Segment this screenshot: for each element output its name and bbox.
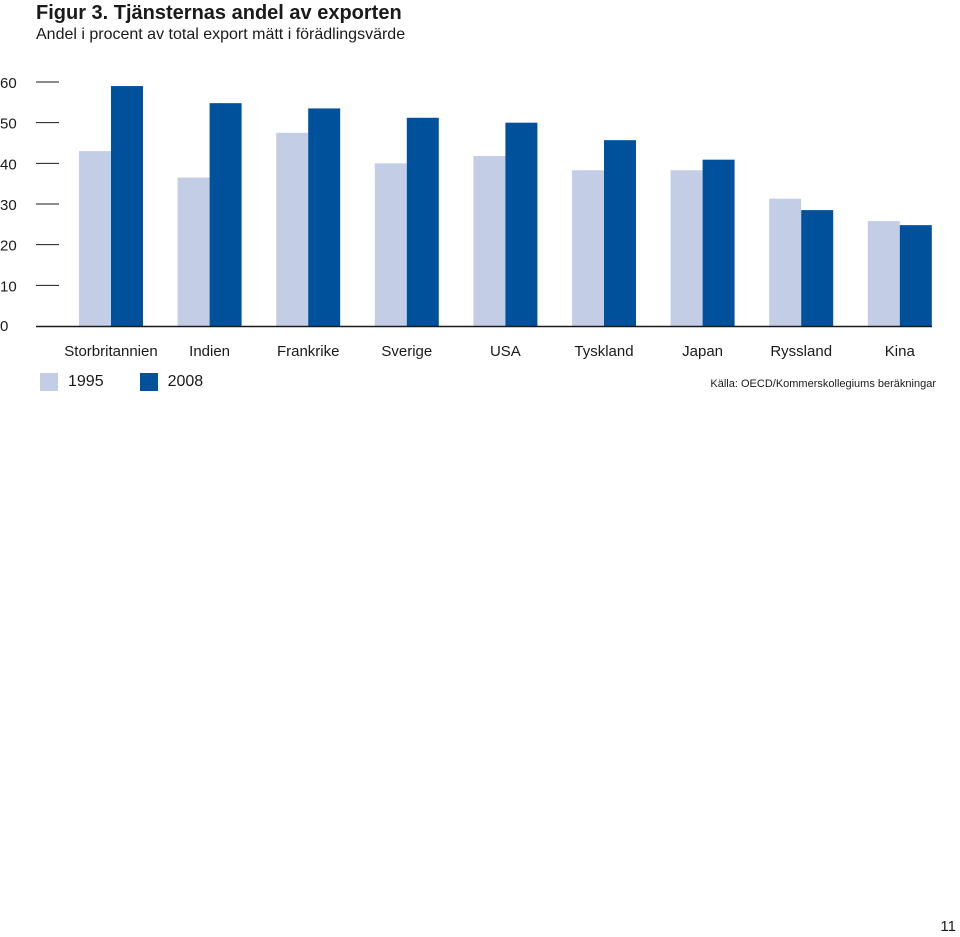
legend-item-1995: 1995: [40, 373, 104, 391]
y-tick-label-60: 60: [0, 75, 17, 92]
y-tick-label-10: 10: [0, 278, 17, 295]
bar-frankrike-2008: [308, 108, 341, 326]
bar-usa-2008: [505, 122, 538, 327]
bar-storbritannien-1995: [79, 151, 111, 326]
bar-tyskland-1995: [572, 170, 604, 326]
x-label-storbritannien: Storbritannien: [64, 343, 157, 360]
x-axis-labels: Storbritannien Indien Frankrike Sverige USA T…: [64, 343, 915, 360]
x-label-usa: USA: [490, 343, 521, 360]
bar-ryssland-2008: [801, 210, 834, 326]
y-tick-label-0: 0: [0, 318, 8, 335]
legend-label-2008: 2008: [167, 373, 204, 390]
x-label-sverige: Sverige: [381, 343, 432, 360]
y-tick-label-30: 30: [0, 197, 17, 214]
bar-japan-1995: [670, 170, 703, 326]
bar-ryssland-1995: [769, 198, 802, 326]
legend-swatch-1995: [40, 373, 58, 391]
bar-indien-1995: [177, 177, 210, 326]
source-note: Källa: OECD/Kommerskollegiums beräkninga…: [710, 378, 936, 390]
bar-kina-1995: [867, 221, 900, 326]
bar-usa-1995: [473, 156, 506, 326]
x-label-frankrike: Frankrike: [277, 343, 340, 360]
legend-label-1995: 1995: [68, 373, 104, 390]
bar-sverige-2008: [406, 117, 439, 326]
bar-sverige-1995: [374, 163, 407, 326]
x-label-indien: Indien: [189, 343, 230, 360]
page-number: 11: [940, 918, 956, 935]
bar-chart: 0 10 20 30 40 50 60 Storbritannien Indien Frankr…: [0, 75, 932, 360]
chart-subtitle: Andel i procent av total export mätt i f…: [36, 26, 406, 43]
bar-group: [79, 86, 932, 327]
legend-swatch-2008: [139, 373, 158, 391]
y-tick-label-40: 40: [0, 156, 17, 173]
bar-japan-2008: [702, 159, 735, 326]
x-label-tyskland: Tyskland: [574, 343, 633, 360]
bar-storbritannien-2008: [111, 86, 143, 326]
legend: 1995 2008: [40, 373, 239, 391]
bar-frankrike-1995: [276, 132, 309, 326]
y-tick-label-20: 20: [0, 238, 17, 255]
bar-tyskland-2008: [604, 140, 636, 326]
x-label-japan: Japan: [682, 343, 723, 360]
x-label-ryssland: Ryssland: [770, 343, 832, 360]
chart-title: Figur 3. Tjänsternas andel av exporten: [36, 2, 402, 24]
y-tick-label-50: 50: [0, 116, 17, 133]
x-label-kina: Kina: [885, 343, 916, 360]
legend-item-2008: 2008: [139, 373, 204, 391]
bar-kina-2008: [899, 225, 932, 326]
bar-indien-2008: [209, 103, 242, 326]
y-axis: 0 10 20 30 40 50 60: [0, 75, 59, 335]
